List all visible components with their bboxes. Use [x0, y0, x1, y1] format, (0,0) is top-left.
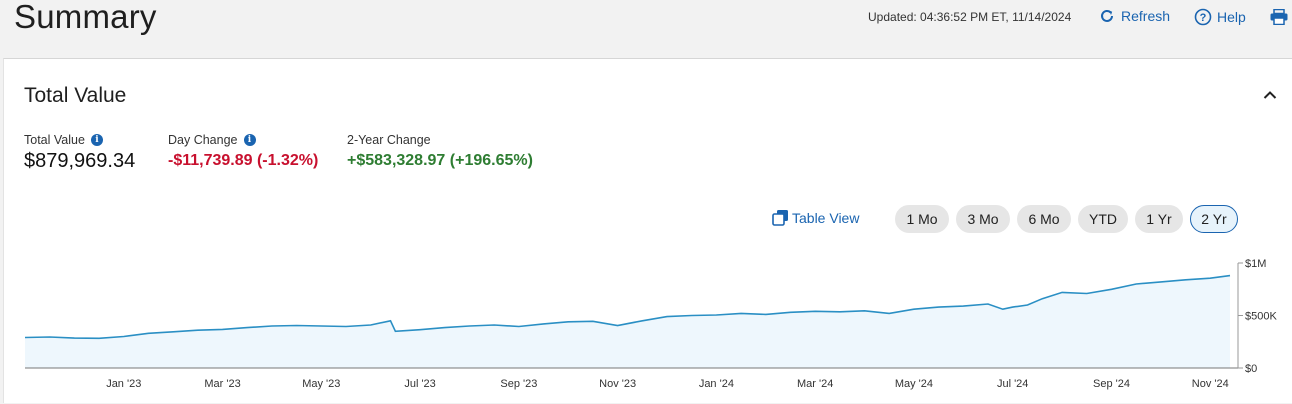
x-tick-label: Sep '24 [1093, 378, 1130, 390]
x-tick-label: Nov '24 [1192, 378, 1229, 390]
value-chart: $1M $500K $0 Jan '23 Mar '23 May '23 Jul '23 Se… [24, 258, 1277, 390]
card-title: Total Value [24, 84, 127, 107]
series-area [25, 275, 1230, 368]
print-button[interactable] [1270, 8, 1288, 30]
table-view-button[interactable]: Table View [772, 209, 859, 226]
chevron-up-icon [1263, 91, 1277, 99]
metric-label: 2-Year Change [347, 132, 431, 147]
range-ytd[interactable]: YTD [1078, 205, 1128, 233]
svg-text:?: ? [1200, 12, 1207, 24]
x-tick-label: Jan '24 [699, 378, 734, 390]
print-icon [1270, 8, 1288, 26]
metric-day-change: Day Change i -$11,739.89 (-1.32%) [168, 132, 318, 170]
range-6-mo[interactable]: 6 Mo [1017, 205, 1071, 233]
x-tick-label: May '23 [302, 378, 340, 390]
table-view-label: Table View [792, 209, 860, 226]
help-icon: ? [1194, 8, 1212, 26]
series-line [24, 274, 1231, 340]
metric-value: $879,969.34 [24, 150, 136, 172]
range-3-mo[interactable]: 3 Mo [956, 205, 1010, 233]
x-tick-label: Jul '23 [404, 378, 435, 390]
range-2-yr[interactable]: 2 Yr [1190, 205, 1238, 233]
info-icon[interactable]: i [243, 133, 256, 146]
page-title: Summary [14, 0, 157, 35]
refresh-button[interactable]: Refresh [1099, 8, 1170, 24]
help-label: Help [1217, 9, 1246, 25]
info-icon[interactable]: i [90, 133, 103, 146]
refresh-label: Refresh [1121, 8, 1171, 24]
metric-label: Total Value [24, 132, 85, 147]
x-tick-label: Mar '24 [797, 378, 833, 390]
y-tick-label: $1M [1245, 258, 1266, 270]
table-view-icon [772, 210, 788, 226]
metric-two-year-change: 2-Year Change +$583,328.97 (+196.65%) [347, 132, 533, 170]
metric-value: -$11,739.89 (-1.32%) [168, 152, 319, 169]
x-tick-label: Jan '23 [106, 378, 141, 390]
range-1-mo[interactable]: 1 Mo [895, 205, 949, 233]
metric-label: Day Change [168, 132, 238, 147]
total-value-card: Total Value Total Value i $879,969.34 Da… [3, 58, 1292, 403]
y-tick-label: $500K [1245, 311, 1277, 323]
y-tick-label: $0 [1245, 363, 1257, 375]
range-1-yr[interactable]: 1 Yr [1135, 205, 1183, 233]
x-tick-label: Jul '24 [997, 378, 1028, 390]
refresh-icon [1101, 9, 1113, 22]
x-tick-label: Nov '23 [599, 378, 636, 390]
top-bar: Summary Updated: 04:36:52 PM ET, 11/14/2… [0, 0, 1292, 58]
help-button[interactable]: ? Help [1194, 8, 1246, 26]
range-selector: 1 Mo 3 Mo 6 Mo YTD 1 Yr 2 Yr [895, 205, 1238, 233]
metric-value: +$583,328.97 (+196.65%) [347, 152, 533, 169]
x-tick-label: Mar '23 [204, 378, 240, 390]
x-tick-label: May '24 [895, 378, 933, 390]
metric-total-value: Total Value i $879,969.34 [24, 132, 135, 173]
updated-timestamp: Updated: 04:36:52 PM ET, 11/14/2024 [868, 10, 1072, 24]
collapse-button[interactable] [1263, 87, 1277, 105]
x-tick-label: Sep '23 [500, 378, 537, 390]
